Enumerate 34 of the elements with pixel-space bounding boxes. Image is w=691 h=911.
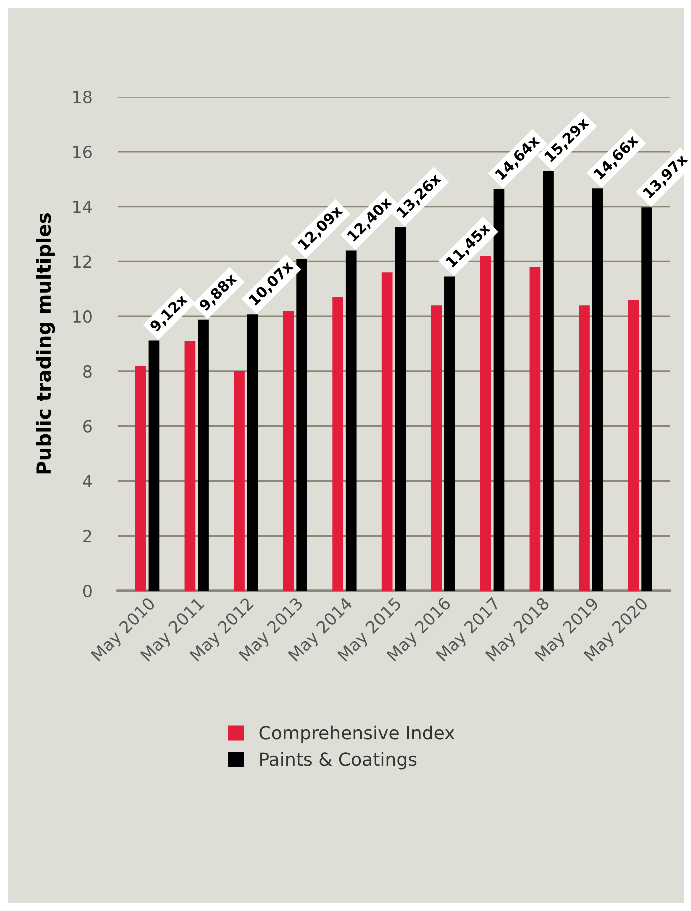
bar — [395, 227, 406, 591]
bar — [579, 306, 590, 591]
bar — [148, 340, 160, 591]
bar — [247, 314, 258, 591]
y-tick-label: 18 — [74, 90, 92, 104]
bar — [184, 341, 196, 591]
bar — [592, 188, 604, 591]
bar — [494, 189, 505, 591]
bar — [283, 311, 294, 591]
bar — [135, 366, 146, 591]
legend-label: Comprehensive Index — [260, 726, 455, 744]
y-tick-label: 14 — [74, 200, 92, 214]
bar — [628, 300, 640, 591]
y-tick-label: 8 — [84, 365, 92, 378]
y-tick-label: 16 — [74, 146, 92, 158]
y-tick-label: 12 — [74, 256, 92, 268]
y-tick-label: 2 — [84, 530, 92, 542]
bar — [431, 306, 442, 591]
bar — [198, 320, 209, 591]
y-tick-label: 10 — [74, 310, 92, 324]
bar — [332, 297, 344, 591]
y-axis-title: Public trading multiples — [36, 214, 56, 474]
y-tick-label: 6 — [84, 420, 92, 433]
bar — [346, 250, 357, 591]
y-tick-label: 0 — [83, 584, 92, 598]
bar — [444, 276, 456, 591]
bar — [543, 171, 554, 591]
bar — [530, 267, 541, 591]
legend-label: Paints & Coatings — [260, 752, 417, 770]
bar — [234, 371, 245, 591]
bar — [642, 208, 653, 591]
bar — [382, 272, 393, 591]
bar — [296, 259, 308, 591]
y-tick-label: 4 — [83, 475, 92, 488]
